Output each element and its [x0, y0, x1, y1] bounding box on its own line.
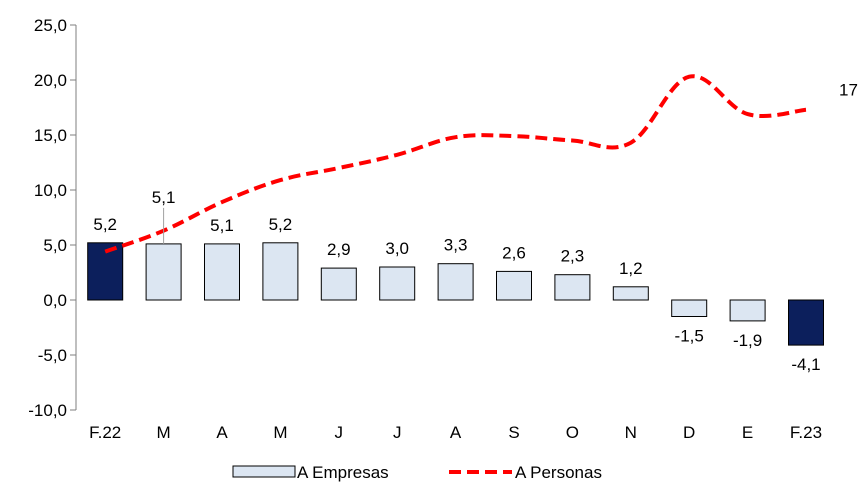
legend-label-a-empresas: A Empresas [297, 463, 389, 482]
legend-swatch-a-empresas [232, 465, 296, 478]
line-series-a-personas [104, 74, 807, 254]
bar-data-label: 3,0 [385, 239, 409, 258]
bar [671, 299, 708, 317]
bar-data-label: -4,1 [791, 355, 820, 374]
x-tick-label: M [157, 423, 171, 442]
x-tick-label: F.23 [790, 423, 822, 442]
bar-data-label: 3,3 [444, 236, 468, 255]
x-tick-label: F.22 [89, 423, 121, 442]
bar [437, 263, 474, 301]
x-tick-label: O [566, 423, 579, 442]
bar [379, 266, 416, 301]
bar [87, 242, 124, 301]
bar [262, 242, 299, 301]
x-tick-label: A [450, 423, 462, 442]
bar [320, 267, 357, 301]
bar-data-label: 5,2 [93, 215, 117, 234]
line-end-label: 17,3 [839, 81, 859, 100]
bar [204, 243, 240, 301]
x-tick-label: N [625, 423, 637, 442]
y-tick-label: -5,0 [38, 346, 67, 365]
y-tick-label: 5,0 [43, 236, 67, 255]
x-tick-label: D [683, 423, 695, 442]
axes-group: -10,0 -5,0 0,0 5,0 10,0 15,0 20,0 25,0 F.22 M A M J J… [28, 16, 822, 442]
bar [554, 274, 591, 301]
bars-group [87, 242, 824, 346]
y-tick-label: 20,0 [34, 71, 67, 90]
bar-data-label: 2,3 [561, 247, 585, 266]
x-tick-label: A [216, 423, 228, 442]
bar-data-label: 5,1 [152, 188, 176, 207]
x-tick-label: S [508, 423, 519, 442]
bar-data-label: 5,2 [269, 215, 293, 234]
data-labels-group: 5,2 5,1 5,1 5,2 2,9 3,0 3,3 2,6 2,3 1,2 -1,5 -1,9 -4… [93, 81, 859, 374]
bar-data-label: -1,9 [733, 331, 762, 350]
bar [496, 270, 532, 301]
x-tick-label: J [335, 423, 344, 442]
x-tick-label: M [273, 423, 287, 442]
bar [612, 286, 649, 301]
bar-data-label: 2,9 [327, 240, 351, 259]
bar [145, 243, 182, 301]
bar-data-label: 2,6 [502, 243, 526, 262]
bar [788, 299, 824, 346]
bar-data-label: 1,2 [619, 259, 643, 278]
y-tick-label: 0,0 [43, 291, 67, 310]
legend: A Empresas A Personas [232, 463, 602, 482]
y-tick-label: -10,0 [28, 401, 67, 420]
x-tick-label: J [393, 423, 402, 442]
y-tick-label: 15,0 [34, 126, 67, 145]
y-tick-label: 10,0 [34, 181, 67, 200]
line-group [104, 74, 807, 254]
bar-data-label: -1,5 [675, 327, 704, 346]
y-tick-label: 25,0 [34, 16, 67, 35]
bar [729, 299, 766, 322]
x-tick-label: E [742, 423, 753, 442]
bar-data-label: 5,1 [210, 216, 234, 235]
legend-label-a-personas: A Personas [515, 463, 602, 482]
